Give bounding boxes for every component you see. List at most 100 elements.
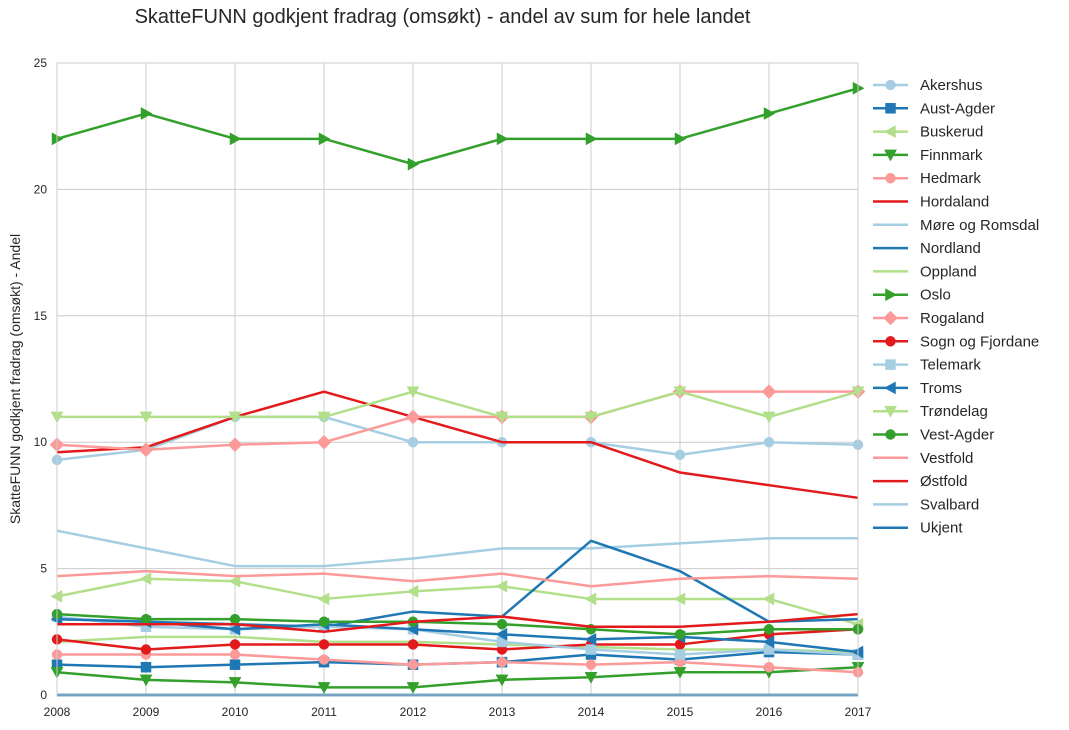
legend-item-akershus: Akershus — [873, 77, 983, 94]
legend-marker — [885, 336, 896, 347]
legend-label: Hedmark — [920, 170, 981, 187]
data-point — [585, 659, 597, 670]
data-point — [229, 649, 241, 660]
legend-item-buskerud: Buskerud — [873, 124, 983, 141]
data-point — [140, 613, 152, 625]
plot-area-background — [57, 63, 858, 695]
legend-label: Sogn og Fjordane — [920, 333, 1039, 350]
data-point — [229, 639, 241, 650]
series-line — [56, 577, 859, 626]
series-layer — [49, 81, 866, 697]
data-point — [496, 618, 508, 630]
legend-item-more-og-romsdal: Møre og Romsdal — [873, 217, 1039, 234]
legend-label: Troms — [920, 380, 962, 397]
data-point — [229, 132, 242, 146]
y-axis-label: SkatteFUNN godkjent fradrag (omsøkt) - A… — [7, 234, 23, 524]
series-line — [56, 612, 858, 636]
data-point — [228, 677, 242, 689]
data-point — [674, 449, 686, 461]
data-point — [585, 132, 598, 146]
data-point — [584, 411, 598, 424]
data-point — [405, 409, 421, 425]
legend-label: Akershus — [920, 77, 983, 94]
data-point — [227, 437, 243, 453]
series-line — [56, 569, 859, 588]
legend-label: Trøndelag — [920, 403, 988, 420]
series-line — [56, 665, 859, 689]
legend-item-telemark: Telemark — [873, 357, 981, 374]
legend-label: Vest-Agder — [920, 427, 994, 444]
legend-label: Telemark — [920, 357, 981, 374]
legend-item-ukjent: Ukjent — [873, 520, 963, 537]
legend-marker — [885, 103, 896, 114]
legend-marker — [883, 310, 898, 326]
legend-item-sogn-og-fjordane: Sogn og Fjordane — [873, 333, 1039, 350]
series-finnmark — [50, 661, 865, 694]
data-point — [318, 616, 330, 627]
series-line — [56, 390, 859, 500]
data-point — [763, 624, 775, 635]
legend-label: Finnmark — [920, 147, 983, 164]
data-point — [674, 132, 687, 146]
data-point — [228, 622, 241, 636]
series-hedmark — [51, 649, 864, 678]
y-tick-label: 25 — [34, 56, 48, 70]
data-point — [407, 639, 419, 650]
series-buskerud — [50, 572, 864, 631]
data-point — [763, 436, 775, 448]
data-point — [140, 644, 152, 655]
x-tick-label: 2009 — [133, 705, 160, 719]
data-point — [229, 659, 241, 670]
legend-marker — [885, 359, 896, 370]
legend-item-ostfold: Østfold — [873, 473, 968, 490]
data-point — [406, 584, 419, 598]
legend-item-trondelag: Trøndelag — [873, 403, 988, 420]
data-point — [761, 384, 777, 399]
data-point — [763, 107, 776, 120]
series-line — [56, 529, 858, 568]
data-point — [584, 592, 597, 606]
series-line — [56, 615, 859, 656]
legend-marker — [885, 172, 896, 184]
data-point — [674, 629, 686, 640]
legend-marker — [884, 405, 897, 418]
series-oppland — [56, 635, 859, 654]
y-tick-label: 20 — [34, 182, 48, 196]
data-point — [673, 386, 687, 399]
data-point — [317, 411, 331, 424]
x-tick-label: 2017 — [845, 705, 872, 719]
data-point — [762, 592, 775, 606]
data-point — [406, 386, 420, 399]
x-tick-label: 2014 — [578, 705, 605, 719]
legend-label: Nordland — [920, 240, 981, 257]
series-line — [56, 539, 859, 628]
series-vest-agder — [51, 608, 864, 640]
data-point — [140, 661, 152, 673]
y-tick-label: 5 — [40, 562, 47, 576]
legend-item-finnmark: Finnmark — [873, 147, 983, 164]
legend-item-hedmark: Hedmark — [873, 170, 981, 187]
legend-item-svalbard: Svalbard — [873, 496, 979, 513]
legend-item-oppland: Oppland — [873, 263, 977, 280]
series-line — [56, 390, 858, 452]
data-point — [495, 627, 508, 641]
x-tick-label: 2015 — [667, 705, 694, 719]
data-point — [584, 672, 598, 684]
series-line — [57, 390, 859, 419]
legend-marker — [883, 381, 896, 395]
x-tick-label: 2012 — [400, 705, 427, 719]
legend-label: Aust-Agder — [920, 100, 995, 117]
legend-label: Vestfold — [920, 450, 973, 467]
y-tick-label: 10 — [34, 435, 48, 449]
data-point — [674, 649, 686, 660]
data-point — [407, 659, 419, 670]
data-point — [318, 132, 331, 146]
data-point — [584, 632, 597, 646]
data-point — [763, 661, 775, 673]
legend-marker — [884, 149, 897, 162]
series-ostfold — [57, 612, 859, 634]
legend-label: Østfold — [920, 473, 968, 490]
x-tick-label: 2013 — [489, 705, 516, 719]
data-point — [138, 442, 154, 458]
data-point — [495, 674, 509, 687]
